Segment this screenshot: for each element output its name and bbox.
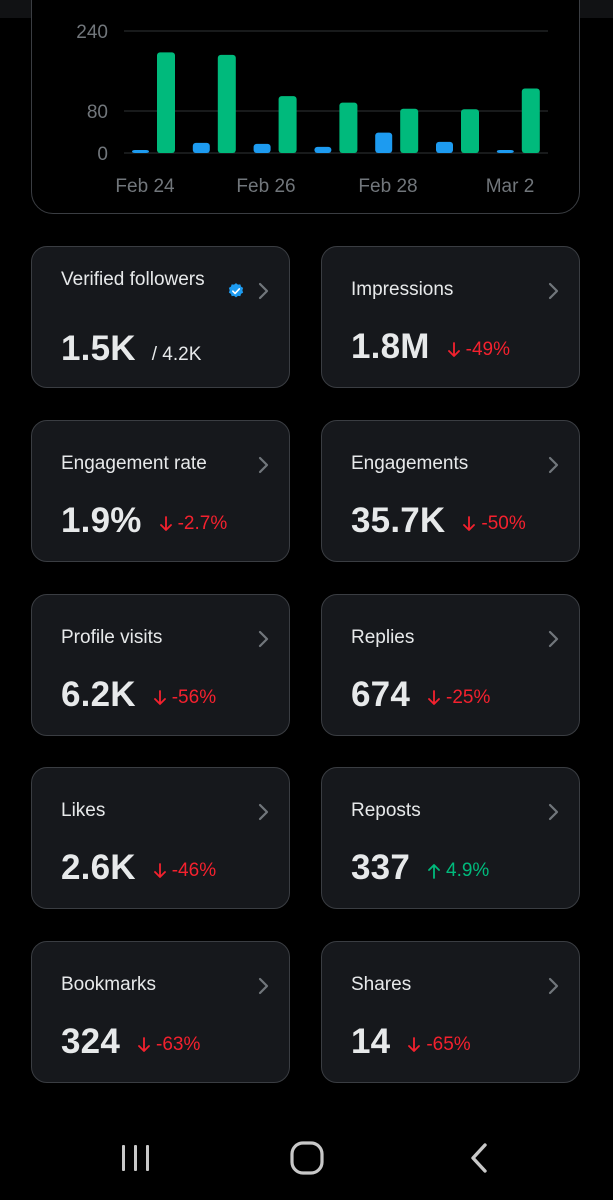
bar-blue-mar-2 <box>496 149 514 153</box>
bar-blue-feb-24 <box>132 149 149 153</box>
arrow-down-icon <box>153 690 166 705</box>
card-value: 1.5K <box>61 329 136 368</box>
card-value: 2.6K <box>61 848 136 887</box>
metric-card-engagement-rate[interactable]: Engagement rate 1.9% -2.7% <box>31 420 290 562</box>
bar-green-feb-24 <box>157 52 175 153</box>
change-indicator: -49% <box>447 339 510 361</box>
change-indicator: -25% <box>428 687 490 709</box>
arrow-down-icon <box>447 342 460 357</box>
bar-green-feb-25 <box>217 54 236 153</box>
x-tick-feb-26: Feb 26 <box>236 176 295 197</box>
card-value: 337 <box>351 848 410 887</box>
card-value: 1.8M <box>351 327 430 366</box>
chevron-right-icon <box>258 630 269 648</box>
change-value: -25% <box>446 687 491 708</box>
verified-badge-icon <box>228 283 244 298</box>
arrow-down-icon <box>463 516 476 531</box>
card-title: Engagement rate <box>61 453 207 474</box>
card-title: Reposts <box>351 800 421 821</box>
system-nav-bar <box>0 1118 613 1200</box>
metric-card-replies[interactable]: Replies 674 -25% <box>321 594 580 736</box>
card-title: Engagements <box>351 453 469 474</box>
metric-card-bookmarks[interactable]: Bookmarks 324 -63% <box>31 941 290 1083</box>
x-tick-feb-28: Feb 28 <box>358 176 417 197</box>
metric-card-likes[interactable]: Likes 2.6K -46% <box>31 767 290 909</box>
chevron-right-icon <box>548 977 559 995</box>
change-indicator: -46% <box>153 860 217 882</box>
change-value: -63% <box>156 1034 201 1055</box>
bar-blue-feb-27 <box>314 146 332 153</box>
bar-green-mar-2 <box>521 88 540 153</box>
chevron-right-icon <box>258 456 269 474</box>
change-indicator: -63% <box>138 1034 200 1056</box>
back-icon <box>471 1143 487 1173</box>
change-indicator: -65% <box>408 1034 471 1056</box>
metric-card-impressions[interactable]: Impressions 1.8M -49% <box>321 246 580 388</box>
chevron-right-icon <box>258 977 269 995</box>
arrow-down-icon <box>159 516 172 531</box>
change-value: -49% <box>465 339 510 360</box>
change-indicator: 4.9% <box>428 860 489 882</box>
home-button[interactable] <box>277 1136 337 1180</box>
back-button[interactable] <box>449 1136 509 1180</box>
change-value: 4.9% <box>446 860 490 881</box>
chevron-right-icon <box>548 803 559 821</box>
metric-card-engagements[interactable]: Engagements 35.7K -50% <box>321 420 580 562</box>
x-tick-mar-2: Mar 2 <box>486 176 535 197</box>
x-tick-feb-24: Feb 24 <box>115 176 175 197</box>
card-title: Bookmarks <box>61 974 157 995</box>
card-value: 1.9% <box>61 501 142 540</box>
card-value: 14 <box>351 1022 391 1061</box>
metric-card-verified-followers[interactable]: Verified followers 1.5K / 4.2K <box>31 246 290 388</box>
bar-green-feb-28 <box>400 108 419 153</box>
bar-blue-feb-26 <box>253 143 271 153</box>
home-icon <box>290 1141 324 1175</box>
change-indicator: -50% <box>463 513 526 535</box>
card-title: Profile visits <box>61 627 163 648</box>
arrow-down-icon <box>153 863 166 878</box>
arrow-down-icon <box>428 690 440 705</box>
card-value: 674 <box>351 675 410 714</box>
bar-blue-feb-28 <box>375 132 393 153</box>
metric-card-profile-visits[interactable]: Profile visits 6.2K -56% <box>31 594 290 736</box>
metric-card-reposts[interactable]: Reposts 337 4.9% <box>321 767 580 909</box>
card-sub-value: / 4.2K <box>151 344 202 365</box>
change-indicator: -56% <box>153 687 217 709</box>
card-title: Impressions <box>351 279 454 300</box>
change-value: -50% <box>481 513 526 534</box>
chevron-right-icon <box>548 282 559 300</box>
card-title: Verified followers <box>61 269 205 290</box>
change-value: -46% <box>171 860 217 881</box>
chart-card: 240 80 0 Feb 24 Feb 26 Feb 28 Mar 2 <box>31 0 580 214</box>
chevron-right-icon <box>548 456 559 474</box>
card-value: 35.7K <box>351 501 446 540</box>
y-tick-80: 80 <box>87 102 108 123</box>
recents-button[interactable] <box>106 1136 166 1180</box>
arrow-down-icon <box>408 1037 421 1052</box>
bar-blue-mar-1 <box>436 141 453 153</box>
chevron-right-icon <box>548 630 559 648</box>
change-value: -56% <box>171 687 217 708</box>
arrow-up-icon <box>428 864 440 879</box>
change-indicator: -2.7% <box>159 513 228 535</box>
bar-green-feb-26 <box>278 96 297 153</box>
chevron-right-icon <box>258 282 269 300</box>
recents-icon <box>122 1145 149 1171</box>
bar-blue-feb-25 <box>192 142 210 153</box>
card-title: Replies <box>351 627 415 648</box>
bar-green-mar-1 <box>461 109 479 153</box>
change-value: -2.7% <box>177 513 228 534</box>
metric-card-shares[interactable]: Shares 14 -65% <box>321 941 580 1083</box>
chevron-right-icon <box>258 803 269 821</box>
y-tick-240: 240 <box>76 22 108 43</box>
card-title: Shares <box>351 974 412 995</box>
change-value: -65% <box>426 1034 471 1055</box>
card-value: 6.2K <box>61 675 136 714</box>
arrow-down-icon <box>138 1037 150 1052</box>
bar-chart: 240 80 0 Feb 24 Feb 26 Feb 28 Mar 2 <box>76 22 548 197</box>
card-value: 324 <box>61 1022 120 1061</box>
bar-green-feb-27 <box>339 102 358 153</box>
y-tick-0: 0 <box>97 144 108 165</box>
card-title: Likes <box>61 800 106 821</box>
